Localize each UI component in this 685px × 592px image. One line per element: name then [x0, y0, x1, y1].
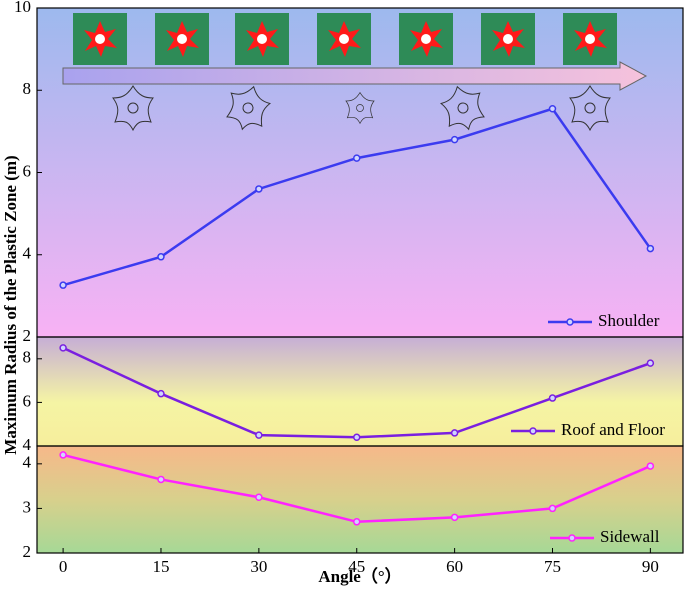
y-tick-label: 10 — [14, 0, 31, 16]
point — [450, 135, 459, 144]
y-tick-label: 2 — [23, 326, 32, 345]
legend-marker — [568, 534, 576, 542]
legend-marker — [566, 318, 574, 326]
point — [450, 513, 459, 522]
x-tick-label: 90 — [642, 557, 659, 576]
legend-label: Shoulder — [598, 311, 660, 330]
point — [450, 429, 459, 437]
y-tick-label: 8 — [23, 348, 32, 367]
point — [548, 394, 557, 402]
panel-bg — [37, 337, 683, 446]
point — [548, 105, 557, 113]
point — [352, 518, 361, 526]
y-tick-label: 2 — [23, 542, 32, 561]
point — [255, 431, 263, 439]
point — [157, 389, 165, 398]
y-tick-label: 6 — [23, 391, 32, 410]
point — [255, 493, 263, 502]
y-tick-label: 4 — [23, 453, 32, 472]
point — [548, 504, 557, 513]
point — [646, 244, 655, 253]
point — [157, 253, 165, 261]
x-tick-label: 75 — [544, 557, 561, 576]
y-tick-label: 4 — [23, 244, 32, 263]
x-tick-label: 60 — [446, 557, 463, 576]
y-tick-label: 4 — [23, 435, 32, 454]
point — [59, 451, 67, 459]
x-axis-label: Angle（°） — [318, 566, 401, 586]
point — [157, 475, 165, 484]
legend-label: Sidewall — [600, 527, 660, 546]
point — [352, 154, 361, 162]
legend-marker — [529, 427, 537, 435]
y-axis-label: Maximum Radius of the Plastic Zone (m) — [1, 155, 20, 454]
decoration — [62, 13, 648, 135]
y-tick-label: 8 — [23, 79, 32, 98]
x-tick-label: 15 — [152, 557, 169, 576]
point — [255, 185, 263, 193]
point — [646, 462, 655, 470]
plot-frame — [36, 445, 684, 554]
point — [646, 359, 655, 367]
y-tick-label: 3 — [23, 497, 32, 516]
point — [59, 344, 67, 352]
x-tick-label: 0 — [59, 557, 68, 576]
x-tick-label: 30 — [250, 557, 267, 576]
legend-label: Roof and Floor — [561, 420, 665, 439]
point — [59, 281, 67, 289]
point — [352, 433, 361, 442]
y-tick-label: 6 — [23, 161, 32, 180]
x-tick-label: 45 — [348, 557, 365, 576]
